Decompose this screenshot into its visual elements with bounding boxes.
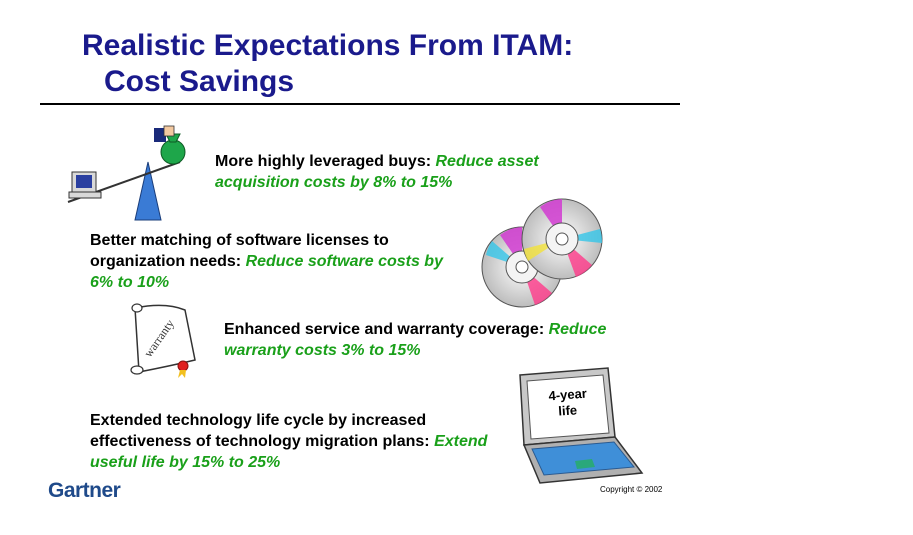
item-lead-text: Better matching of software licenses to … — [90, 232, 389, 270]
title-line-1: Realistic Expectations From ITAM: — [82, 29, 574, 62]
item-lead-text: Enhanced service and warranty coverage: — [224, 321, 549, 338]
slide-title: Realistic Expectations From ITAM: Cost S… — [82, 28, 573, 100]
item-benefit-text: Extend useful life by 15% to 25% — [90, 433, 488, 471]
item-lead-text: More highly leveraged buys: — [215, 153, 436, 170]
gartner-logo: Gartner — [48, 479, 121, 502]
benefit-item-life-cycle: Extended technology life cycle by increa… — [90, 410, 490, 473]
item-benefit-text: Reduce asset acquisition costs by 8% to … — [215, 153, 539, 191]
laptop-icon: 4-year life — [519, 367, 644, 484]
item-benefit-text: Reduce warranty costs 3% to 15% — [224, 321, 607, 359]
item-lead-text: Extended technology life cycle by increa… — [90, 412, 435, 450]
leverage-seesaw-icon — [67, 125, 186, 221]
cd-discs-icon — [481, 198, 603, 308]
item-benefit-text: Reduce software costs by 6% to 10% — [90, 253, 443, 291]
warranty-scroll-icon: warranty — [130, 303, 196, 378]
benefit-item-licenses: Better matching of software licenses to … — [90, 230, 450, 293]
laptop-screen-line-1: 4-year — [548, 386, 587, 404]
laptop-screen-line-2: life — [558, 402, 578, 418]
title-line-2: Cost Savings — [104, 65, 295, 98]
title-divider — [40, 103, 680, 105]
copyright-notice: Copyright © 2002 — [600, 485, 663, 494]
benefit-item-leverage: More highly leveraged buys: Reduce asset… — [215, 151, 595, 193]
benefit-item-warranty: Enhanced service and warranty coverage: … — [224, 319, 664, 361]
